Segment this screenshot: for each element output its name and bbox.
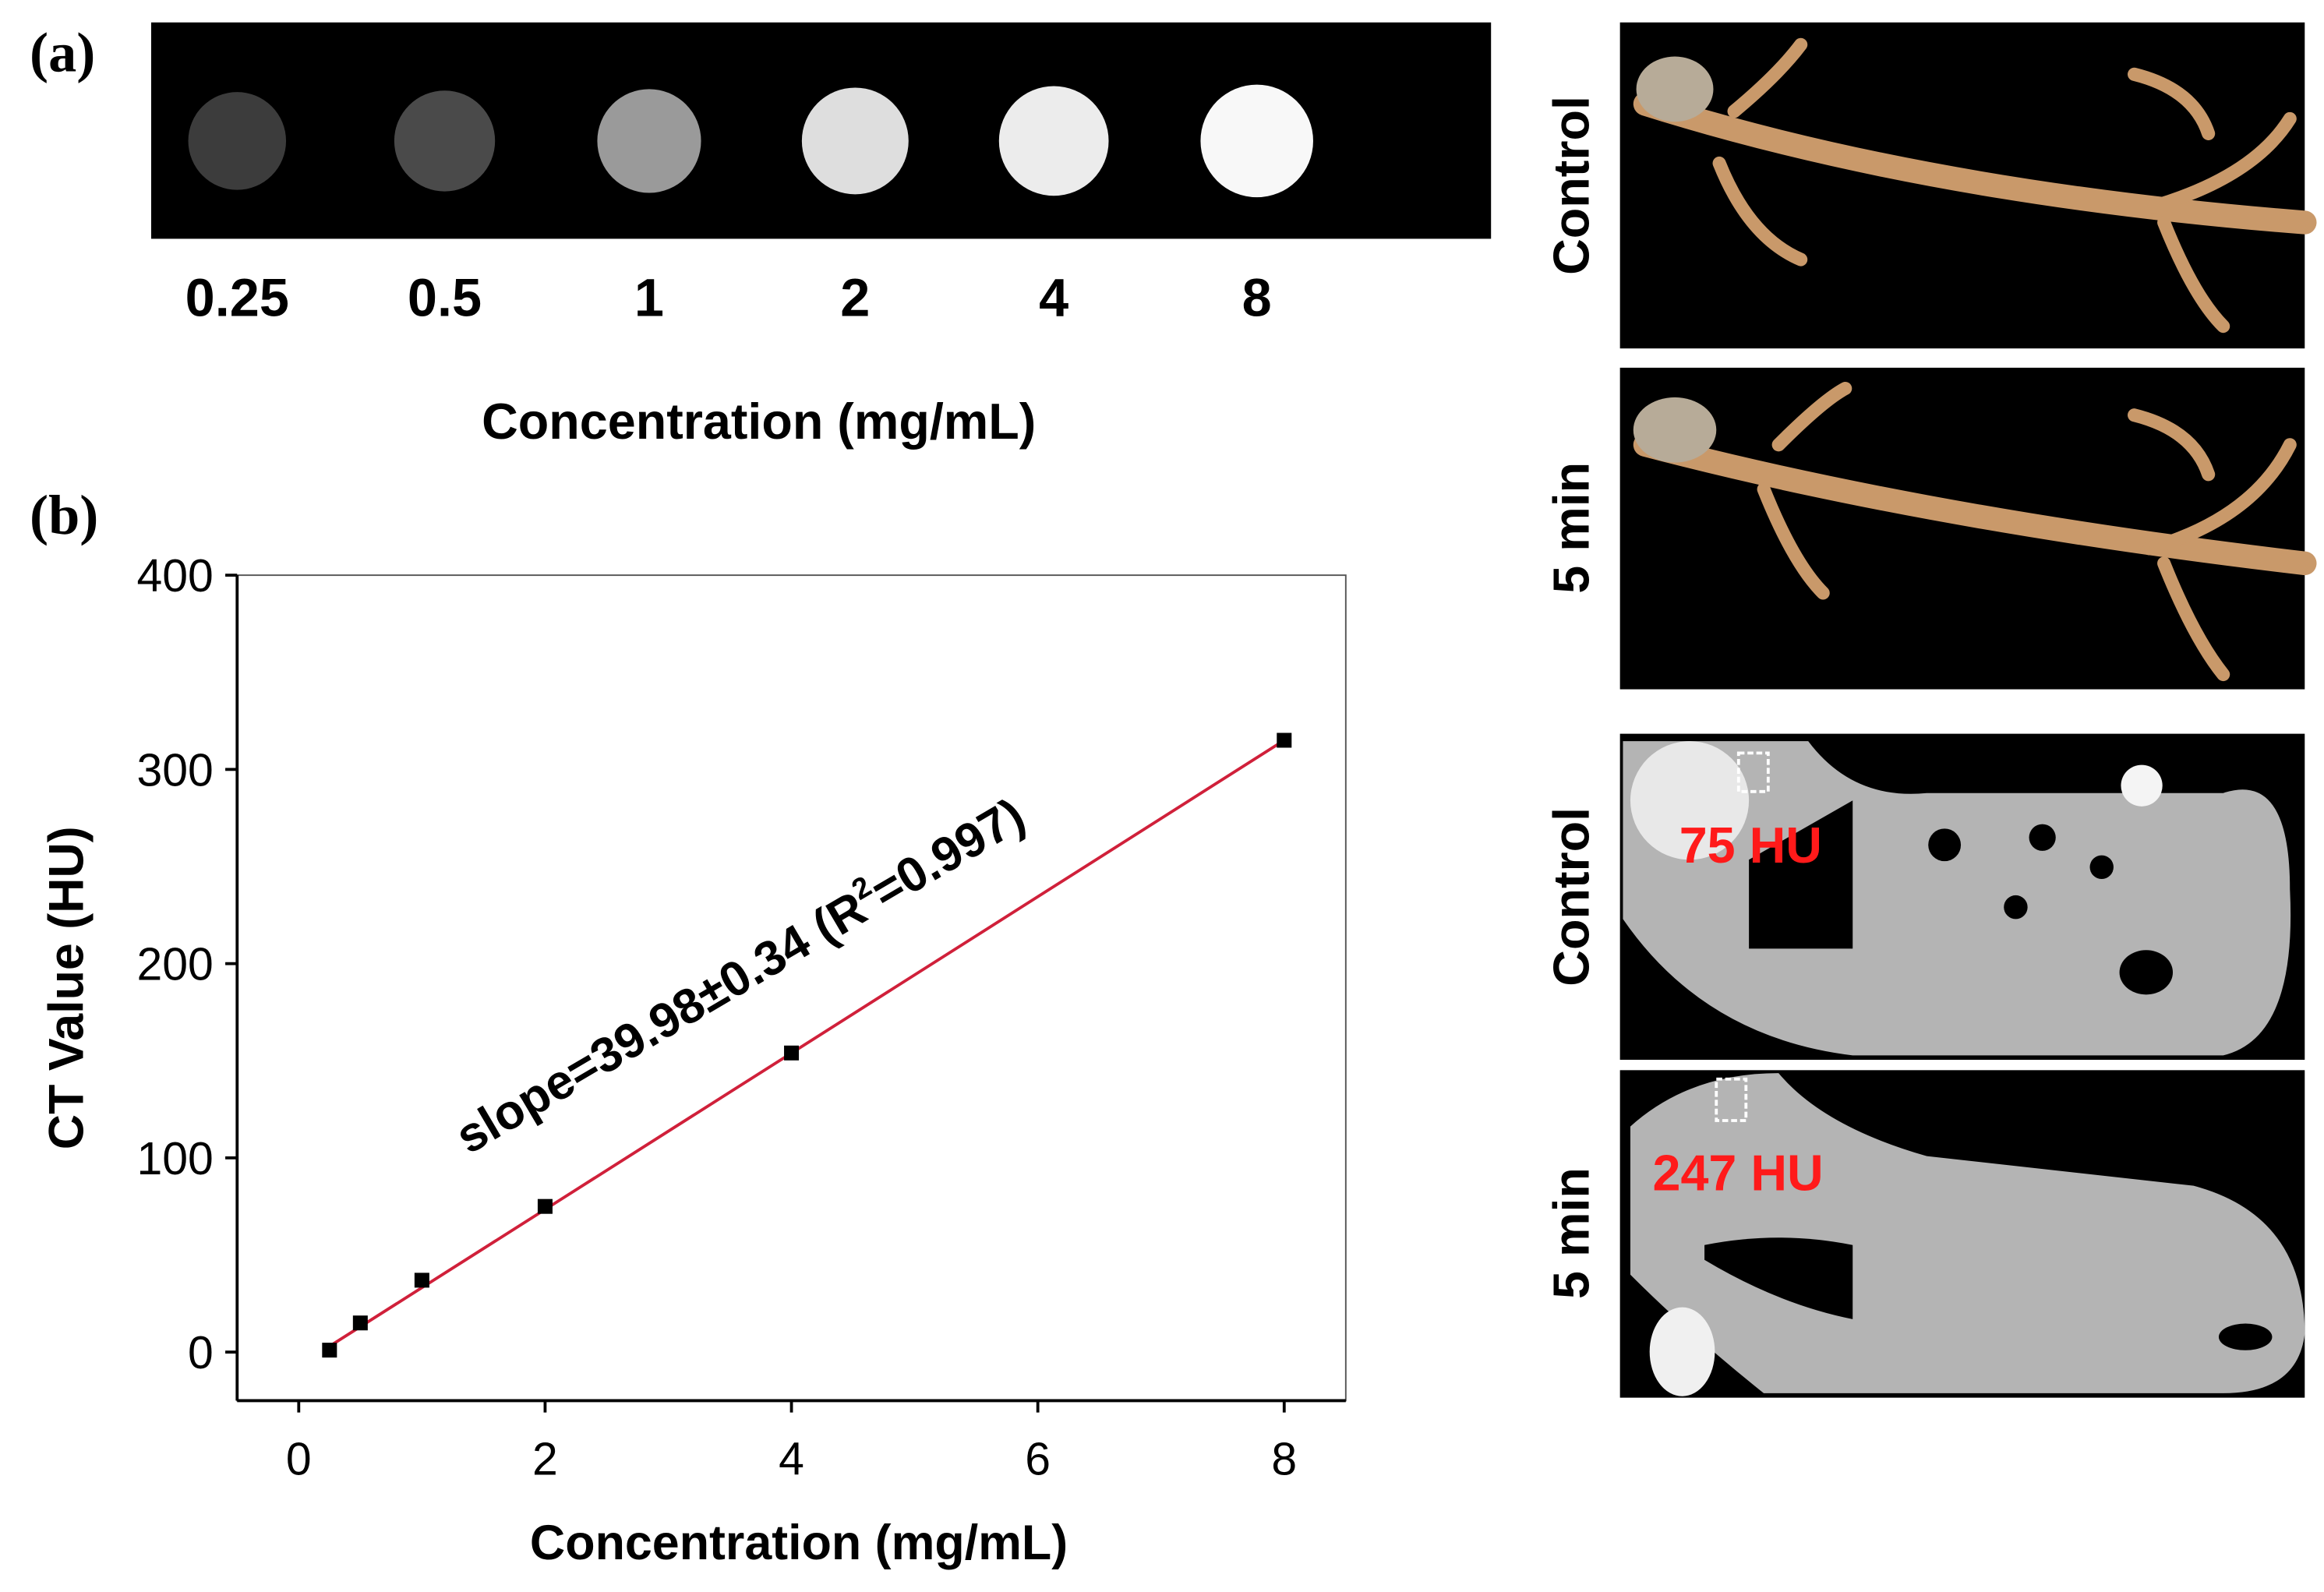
concentration-label: 8 <box>1242 267 1272 327</box>
y-tick-label: 300 <box>137 745 214 796</box>
fit-line <box>328 739 1285 1348</box>
concentration-labels: 0.25 0.5 1 2 4 8 <box>185 267 1272 327</box>
ct-slice-image <box>1619 1070 2305 1398</box>
data-point <box>352 1315 368 1331</box>
phantom-well <box>394 90 496 192</box>
phantom-well <box>597 89 701 193</box>
concentration-label: 0.5 <box>408 267 482 327</box>
annotation: slope=39.98±0.34 (R2=0.997) <box>445 785 1034 1164</box>
annotation-part: slope=39.98±0.34 (R <box>447 881 876 1165</box>
y-tick-label: 100 <box>137 1134 214 1184</box>
panel-c-labels: Control 5 min Control 75 HU 5 min 247 HU <box>1543 96 1824 1299</box>
hu-value: 75 HU <box>1679 817 1822 874</box>
row-label: 5 min <box>1543 462 1600 594</box>
x-tick-label: 8 <box>1271 1435 1297 1485</box>
x-tick-label: 6 <box>1025 1435 1051 1485</box>
chart: 0 100 200 300 400 0 2 4 6 8 Concentration (mg/mL) C… <box>40 551 1347 1570</box>
y-tick-label: 200 <box>137 940 214 990</box>
concentration-label: 1 <box>634 267 664 327</box>
x-axis-title: Concentration (mg/mL) <box>530 1516 1068 1570</box>
axis-label: Concentration (mg/mL) <box>482 393 1036 450</box>
phantom-well <box>1200 84 1313 198</box>
x-tick-label: 4 <box>779 1435 804 1485</box>
concentration-label: 2 <box>840 267 870 327</box>
panel-label: (c) <box>1423 22 1485 84</box>
phantom-well <box>188 92 287 190</box>
row-label: Control <box>1543 807 1600 987</box>
ct-slice-image <box>1619 733 2305 1061</box>
hu-value: 247 HU <box>1652 1144 1823 1201</box>
data-point <box>414 1273 429 1288</box>
x-tick-label: 2 <box>532 1435 558 1485</box>
y-axis-title: CT Value (HU) <box>40 826 94 1149</box>
y-tick-label: 400 <box>137 551 214 602</box>
phantom-well <box>998 86 1109 196</box>
plot-frame <box>236 574 1347 1402</box>
annotation-part: =0.997) <box>862 788 1033 920</box>
data-point <box>1277 732 1292 748</box>
ct-3d-image <box>1619 367 2317 690</box>
concentration-label: 4 <box>1039 267 1068 327</box>
data-point <box>322 1343 337 1358</box>
panel-label: (b) <box>30 484 98 546</box>
ct-3d-image <box>1619 22 2317 349</box>
x-tick-label: 0 <box>286 1435 312 1485</box>
concentration-label: 0.25 <box>185 267 289 327</box>
phantom-well <box>801 87 909 195</box>
y-tick-label: 0 <box>188 1328 214 1378</box>
row-label: 5 min <box>1543 1167 1600 1299</box>
data-point <box>784 1045 800 1061</box>
row-label: Control <box>1543 96 1600 275</box>
panel-label: (a) <box>30 22 95 84</box>
data-point <box>537 1198 553 1214</box>
